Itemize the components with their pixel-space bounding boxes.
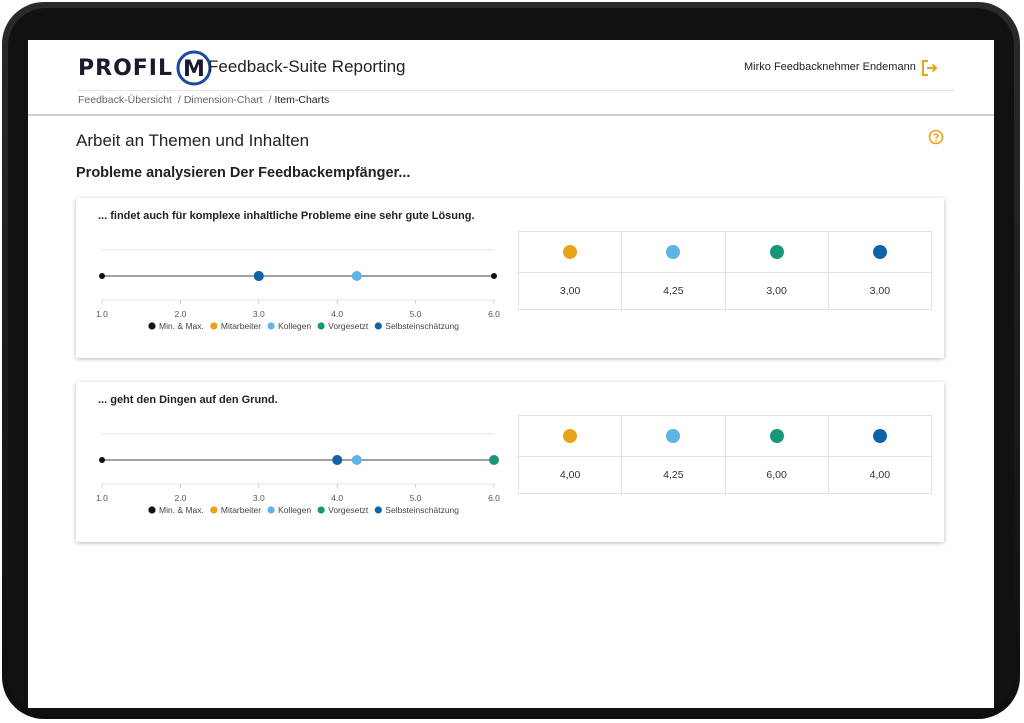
x-tick-label: 5.0 bbox=[410, 309, 422, 319]
legend-label-kollegen: Kollegen bbox=[278, 505, 311, 515]
legend-marker-mitarbeiter bbox=[210, 506, 218, 514]
profilm-logo[interactable]: PROFIL M bbox=[78, 48, 213, 88]
item-question: ... findet auch für komplexe inhaltliche… bbox=[98, 210, 475, 222]
legend-marker-kollegen bbox=[267, 506, 275, 514]
item-chart: 1.0 2.0 3.0 4.0 5.0 6.0 Min. & Max. Mitarbeiter… bbox=[90, 422, 510, 532]
section-title: Probleme analysieren Der Feedbackempfäng… bbox=[76, 165, 411, 181]
legend-marker-selbsteinschaetzung bbox=[374, 506, 382, 514]
table-header-vorgesetzt bbox=[724, 231, 829, 273]
legend-label-kollegen: Kollegen bbox=[278, 321, 311, 331]
breadcrumb: Feedback-Übersicht / Dimension-Chart / Ite… bbox=[78, 94, 329, 106]
legend-label-mitarbeiter: Mitarbeiter bbox=[221, 505, 261, 515]
x-tick-label: 2.0 bbox=[174, 309, 186, 319]
value-vorgesetzt: 6,00 bbox=[724, 456, 829, 494]
legend-marker-vorgesetzt bbox=[317, 506, 325, 514]
value-kollegen: 4,25 bbox=[621, 456, 726, 494]
item-values-table: 4,00 4,25 6,00 4,00 bbox=[517, 415, 933, 494]
table-header-mitarbeiter bbox=[517, 415, 623, 457]
vorgesetzt-dot bbox=[769, 245, 784, 259]
logo-letter: M bbox=[183, 57, 205, 82]
value-kollegen: 4,25 bbox=[621, 272, 726, 310]
kollegen-dot bbox=[666, 429, 681, 443]
item-values-table: 3,00 4,25 3,00 3,00 bbox=[517, 231, 933, 310]
legend-marker-vorgesetzt bbox=[317, 322, 325, 330]
app-title: Feedback-Suite Reporting bbox=[208, 57, 406, 76]
value-mitarbeiter: 4,00 bbox=[517, 456, 623, 494]
table-header-kollegen bbox=[621, 415, 726, 457]
value-vorgesetzt: 3,00 bbox=[724, 272, 829, 310]
table-header-selbst bbox=[827, 415, 933, 457]
item-card: ... findet auch für komplexe inhaltliche… bbox=[76, 198, 944, 358]
data-point-kollegen bbox=[351, 455, 362, 465]
x-tick-label: 1.0 bbox=[96, 309, 108, 319]
selbst-dot bbox=[872, 245, 887, 259]
page-title: Arbeit an Themen und Inhalten bbox=[76, 131, 310, 150]
value-selbst: 4,00 bbox=[827, 456, 933, 494]
logo-m-circle: M bbox=[176, 50, 212, 86]
table-header-selbst bbox=[827, 231, 933, 273]
legend-marker-selbsteinschaetzung bbox=[374, 322, 382, 330]
data-point-selbsteinschaetzung bbox=[253, 271, 264, 281]
item-chart: 1.0 2.0 3.0 4.0 5.0 6.0 Min. & Max. Mitarbeiter… bbox=[90, 238, 510, 348]
legend-marker-minmax bbox=[148, 506, 156, 514]
x-tick-label: 4.0 bbox=[331, 309, 343, 319]
x-tick-label: 3.0 bbox=[253, 493, 265, 503]
breadcrumb-feedback-overview[interactable]: Feedback-Übersicht bbox=[78, 94, 172, 106]
logout-icon[interactable] bbox=[920, 58, 940, 78]
item-card: ... geht den Dingen auf den Grund. 1.0 2.… bbox=[76, 382, 944, 542]
breadcrumb-separator: / bbox=[268, 94, 272, 106]
value-mitarbeiter: 3,00 bbox=[517, 272, 623, 310]
legend-label-selbsteinschaetzung: Selbsteinschätzung bbox=[385, 321, 459, 331]
x-tick-label: 4.0 bbox=[331, 493, 343, 503]
legend-label-vorgesetzt: Vorgesetzt bbox=[328, 321, 369, 331]
x-tick-label: 6.0 bbox=[488, 493, 500, 503]
legend-label-mitarbeiter: Mitarbeiter bbox=[221, 321, 261, 331]
topbar-separator bbox=[28, 114, 994, 116]
data-point-selbsteinschaetzung bbox=[332, 455, 343, 465]
breadcrumb-item-charts: Item-Charts bbox=[274, 94, 330, 106]
item-question: ... geht den Dingen auf den Grund. bbox=[98, 394, 278, 406]
legend-label-minmax: Min. & Max. bbox=[159, 321, 204, 331]
mitarbeiter-dot bbox=[563, 245, 578, 259]
table-header-kollegen bbox=[621, 231, 726, 273]
x-tick-label: 5.0 bbox=[410, 493, 422, 503]
header-divider bbox=[78, 90, 954, 91]
legend-label-minmax: Min. & Max. bbox=[159, 505, 204, 515]
legend-label-vorgesetzt: Vorgesetzt bbox=[328, 505, 369, 515]
data-point-minmax bbox=[491, 273, 497, 279]
legend-marker-kollegen bbox=[267, 322, 275, 330]
app-screen: PROFIL M Feedback-Suite Reporting Mirko … bbox=[28, 40, 994, 708]
table-header-mitarbeiter bbox=[517, 231, 623, 273]
help-circle-icon[interactable] bbox=[928, 129, 944, 145]
legend-marker-mitarbeiter bbox=[210, 322, 218, 330]
value-selbst: 3,00 bbox=[827, 272, 933, 310]
data-point-vorgesetzt bbox=[489, 455, 499, 465]
top-bar: PROFIL M Feedback-Suite Reporting Mirko … bbox=[28, 40, 994, 116]
data-point-minmax bbox=[99, 273, 105, 279]
legend-marker-minmax bbox=[148, 322, 156, 330]
table-header-vorgesetzt bbox=[724, 415, 829, 457]
data-point-minmax bbox=[99, 457, 105, 463]
legend-label-selbsteinschaetzung: Selbsteinschätzung bbox=[385, 505, 459, 515]
x-tick-label: 2.0 bbox=[174, 493, 186, 503]
user-name: Mirko Feedbacknehmer Endemann bbox=[744, 61, 916, 73]
mitarbeiter-dot bbox=[563, 429, 578, 443]
breadcrumb-dimension-chart[interactable]: Dimension-Chart bbox=[183, 94, 263, 106]
logo-text: PROFIL bbox=[78, 55, 173, 81]
selbst-dot bbox=[872, 429, 887, 443]
breadcrumb-separator: / bbox=[177, 94, 181, 106]
vorgesetzt-dot bbox=[769, 429, 784, 443]
item-chart-svg: 1.0 2.0 3.0 4.0 5.0 6.0 Min. & Max. Mitarbeiter… bbox=[96, 433, 500, 515]
x-tick-label: 1.0 bbox=[96, 493, 108, 503]
data-point-kollegen bbox=[351, 271, 362, 281]
kollegen-dot bbox=[666, 245, 681, 259]
x-tick-label: 3.0 bbox=[253, 309, 265, 319]
x-tick-label: 6.0 bbox=[488, 309, 500, 319]
item-chart-svg: 1.0 2.0 3.0 4.0 5.0 6.0 Min. & Max. Mitarbeiter… bbox=[96, 249, 500, 331]
